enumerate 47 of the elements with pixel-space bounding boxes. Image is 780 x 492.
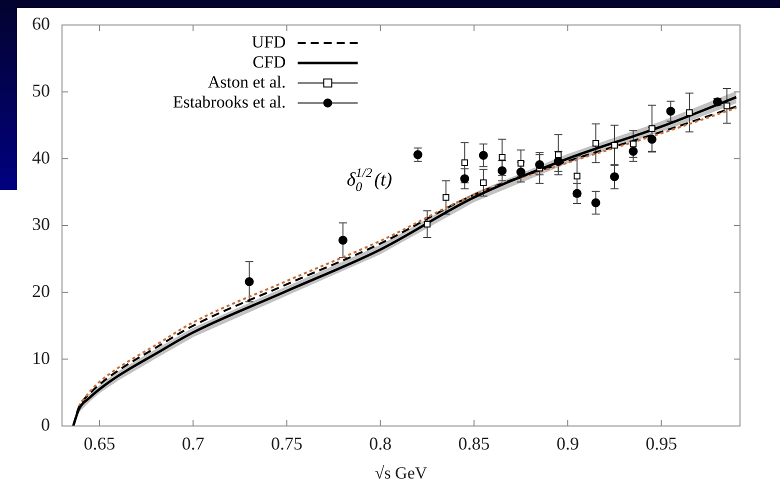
y-tick-label: 10 <box>32 348 50 368</box>
point <box>724 102 730 110</box>
point <box>535 160 544 170</box>
x-tick-label: 0.65 <box>84 434 116 454</box>
legend-label: Aston et al. <box>208 72 286 92</box>
point <box>518 160 524 167</box>
legend-label: Estabrooks et al. <box>172 92 286 112</box>
point <box>574 172 580 180</box>
point <box>572 188 582 198</box>
point <box>498 154 506 161</box>
x-tick-label: 0.75 <box>271 434 302 454</box>
y-tick-label: 0 <box>41 414 50 435</box>
point <box>628 146 638 156</box>
point <box>460 174 470 184</box>
point <box>610 172 620 182</box>
point <box>478 150 488 160</box>
x-tick-label: 0.9 <box>556 434 579 454</box>
point <box>647 134 656 144</box>
point <box>591 198 600 208</box>
point <box>480 179 487 186</box>
point <box>516 168 526 177</box>
point <box>611 142 618 149</box>
point <box>498 166 507 176</box>
y-tick-label: 50 <box>32 80 50 101</box>
point <box>461 159 468 166</box>
x-tick-label: 0.95 <box>646 434 678 454</box>
x-tick-label: 0.85 <box>458 434 490 454</box>
x-tick-label: 0.8 <box>369 434 392 454</box>
point <box>648 125 656 132</box>
x-tick-label: 0.7 <box>182 434 204 454</box>
point <box>424 220 431 228</box>
y-tick-label: 30 <box>32 214 50 234</box>
point <box>413 150 422 160</box>
legend-label: UFD <box>252 32 286 52</box>
point <box>338 236 348 245</box>
y-tick-label: 40 <box>32 147 50 168</box>
point <box>554 156 563 166</box>
point <box>630 140 637 148</box>
y-tick-label: 60 <box>32 14 50 34</box>
point <box>686 109 693 116</box>
point <box>442 194 450 201</box>
point <box>666 106 676 116</box>
y-tick-label: 20 <box>32 281 50 302</box>
legend-label: CFD <box>252 52 286 72</box>
point <box>244 277 254 286</box>
point <box>592 140 600 147</box>
x-axis-title: √s GeV <box>374 463 428 482</box>
